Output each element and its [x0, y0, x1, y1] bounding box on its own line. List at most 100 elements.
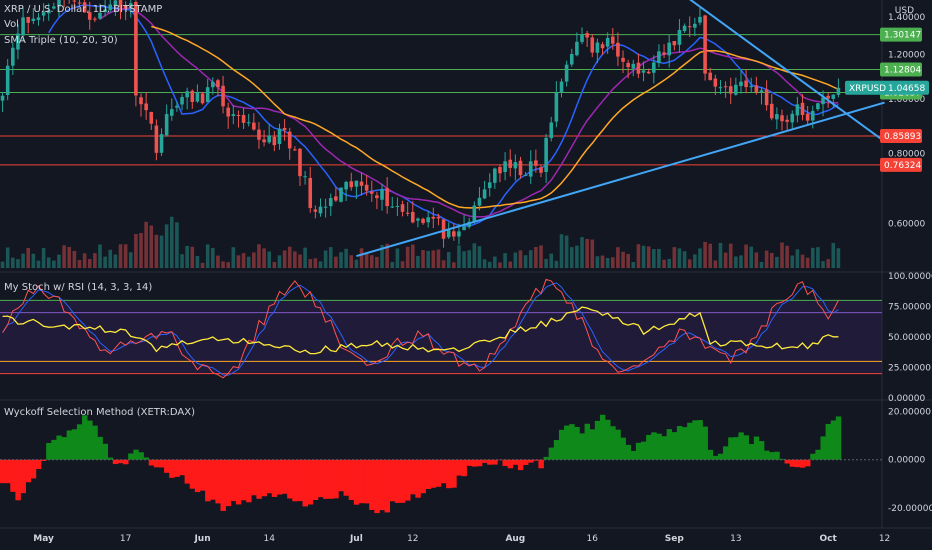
- volume-bar: [93, 253, 97, 268]
- volume-bar: [406, 247, 410, 268]
- volume-bar: [596, 256, 600, 268]
- wyckoff-bar: [631, 451, 636, 460]
- wyckoff-bar: [5, 460, 10, 483]
- volume-bar: [478, 246, 482, 268]
- wyckoff-bar: [328, 460, 333, 499]
- candle-body: [806, 114, 810, 121]
- wyckoff-bar: [559, 430, 564, 460]
- candle-body: [683, 26, 687, 31]
- wyckoff-bar: [159, 460, 164, 468]
- volume-bar: [98, 245, 102, 268]
- price-level-label: 0.76324: [884, 161, 921, 171]
- wyckoff-bar: [815, 450, 820, 460]
- candle-body: [73, 1, 77, 2]
- candle-body: [606, 38, 610, 47]
- wyckoff-bar: [667, 429, 672, 460]
- candle-body: [729, 86, 733, 93]
- volume-bar: [124, 244, 128, 268]
- x-tick-label: Aug: [505, 534, 525, 544]
- volume-bar: [796, 249, 800, 268]
- candle-body: [714, 79, 718, 87]
- stoch-tick-label: 50.00000: [888, 333, 931, 343]
- wyckoff-bar: [477, 460, 482, 467]
- wyckoff-bar: [395, 460, 400, 503]
- volume-bar: [370, 255, 374, 268]
- volume-bar: [837, 248, 841, 268]
- volume-bar: [457, 245, 461, 268]
- wyckoff-bar: [349, 460, 354, 500]
- candle-body: [775, 114, 779, 119]
- wyckoff-bar: [190, 460, 195, 489]
- candle-body: [708, 73, 712, 80]
- candle-body: [191, 91, 195, 102]
- candle-body: [560, 82, 564, 93]
- candle-body: [739, 82, 743, 86]
- volume-bar: [601, 256, 605, 268]
- volume-bar: [719, 243, 723, 268]
- candle-body: [544, 138, 548, 172]
- wyckoff-bar: [221, 460, 226, 511]
- x-tick-label: 17: [120, 534, 131, 544]
- wyckoff-bar: [272, 460, 277, 497]
- wyckoff-bar: [287, 460, 292, 499]
- volume-bar: [26, 248, 30, 268]
- wyckoff-bar: [200, 460, 205, 491]
- candle-body: [144, 104, 148, 111]
- wyckoff-bar: [267, 460, 272, 494]
- candle-body: [6, 66, 10, 95]
- wyckoff-bar: [297, 460, 302, 501]
- wyckoff-bar: [554, 440, 559, 460]
- x-tick-label: 13: [730, 534, 741, 544]
- volume-bar: [191, 247, 195, 268]
- volume-bar: [21, 254, 25, 268]
- candle-body: [652, 62, 656, 72]
- wyckoff-bar: [549, 448, 554, 460]
- wyckoff-bar: [36, 460, 41, 469]
- volume-bar: [549, 254, 553, 268]
- wyckoff-bar: [620, 438, 625, 460]
- volume-bar: [185, 246, 189, 268]
- volume-bar: [416, 256, 420, 268]
- volume-bar: [473, 243, 477, 268]
- candle-body: [160, 134, 164, 153]
- candle-body: [662, 52, 666, 54]
- volume-bar: [544, 259, 548, 268]
- candle-body: [319, 207, 323, 214]
- wyckoff-bar: [420, 460, 425, 493]
- wyckoff-bar: [615, 430, 620, 460]
- candle-body: [365, 185, 369, 191]
- candle-body: [457, 231, 461, 236]
- wyckoff-bar: [256, 460, 261, 499]
- candle-body: [390, 207, 394, 208]
- volume-bar: [232, 247, 236, 268]
- volume-bar: [339, 252, 343, 268]
- stoch-tick-label: 0.00000: [888, 394, 925, 404]
- candle-body: [744, 80, 748, 87]
- candle-body: [211, 82, 215, 87]
- wyckoff-bar: [656, 434, 661, 460]
- volume-bar: [524, 255, 528, 268]
- candle-body: [478, 198, 482, 206]
- wyckoff-negative: [0, 460, 811, 513]
- volume-bar: [180, 254, 184, 268]
- candle-body: [242, 115, 246, 123]
- wyckoff-bar: [610, 426, 615, 459]
- volume-bar: [749, 247, 753, 268]
- wyckoff-bar: [97, 437, 102, 460]
- x-tick-label: 12: [407, 534, 418, 544]
- price-tick-label: 0.60000: [888, 220, 925, 230]
- volume-bar: [6, 247, 10, 268]
- candle-body: [185, 91, 189, 97]
- volume-bar: [324, 250, 328, 268]
- volume-bar: [831, 243, 835, 268]
- volume-bar: [637, 244, 641, 268]
- candle-body: [273, 137, 277, 145]
- wyckoff-bar: [400, 460, 405, 503]
- candle-body: [498, 167, 502, 173]
- volume-bar: [632, 262, 636, 268]
- candle-body: [155, 126, 159, 153]
- candle-body: [616, 43, 620, 57]
- wyckoff-bar: [62, 437, 67, 460]
- wyckoff-bar: [174, 460, 179, 477]
